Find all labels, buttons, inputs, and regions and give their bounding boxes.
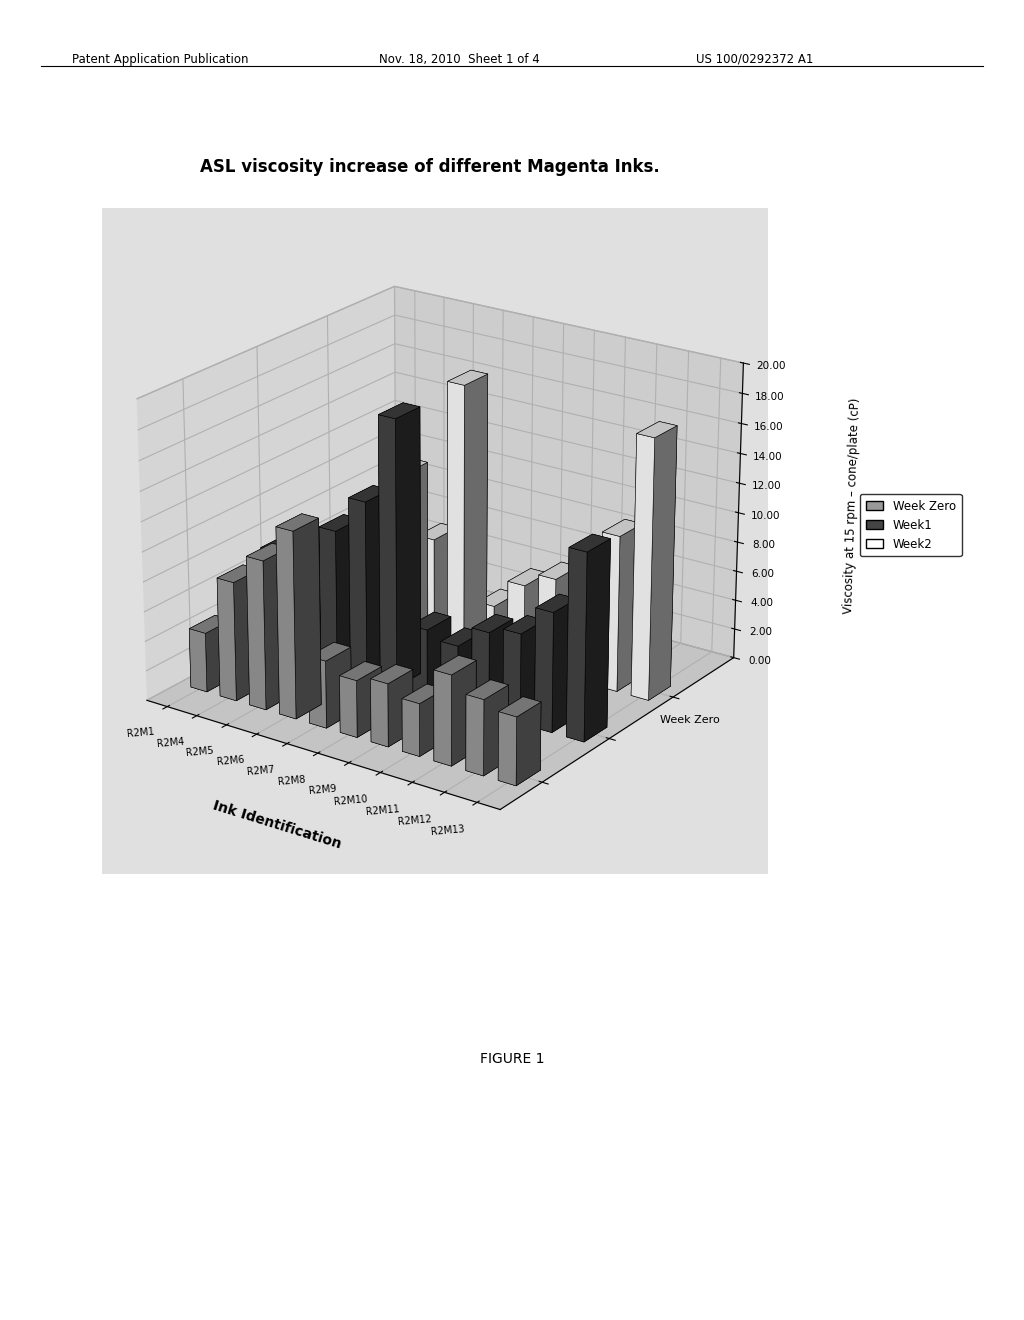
- Text: ASL viscosity increase of different Magenta Inks.: ASL viscosity increase of different Mage…: [201, 157, 659, 176]
- X-axis label: Ink Identification: Ink Identification: [211, 799, 343, 851]
- Text: Nov. 18, 2010  Sheet 1 of 4: Nov. 18, 2010 Sheet 1 of 4: [379, 53, 540, 66]
- Text: US 100/0292372 A1: US 100/0292372 A1: [696, 53, 814, 66]
- Legend: Week Zero, Week1, Week2: Week Zero, Week1, Week2: [860, 494, 962, 557]
- Text: FIGURE 1: FIGURE 1: [480, 1052, 544, 1065]
- Text: Patent Application Publication: Patent Application Publication: [72, 53, 248, 66]
